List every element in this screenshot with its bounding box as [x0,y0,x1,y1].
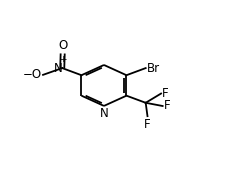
Text: F: F [163,100,169,112]
Text: −O: −O [23,68,42,81]
Text: O: O [58,39,67,52]
Text: Br: Br [146,62,159,75]
Text: N: N [99,107,108,120]
Text: F: F [161,87,168,100]
Text: F: F [144,118,150,131]
Text: +: + [59,55,66,64]
Text: N: N [53,62,62,75]
